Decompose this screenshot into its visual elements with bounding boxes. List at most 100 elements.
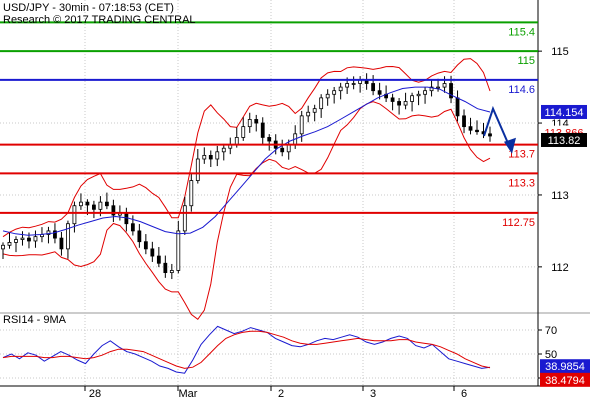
candle-body [468, 126, 473, 131]
candle-body [33, 236, 38, 242]
rsi-series-1 [2, 330, 491, 369]
rsi-box-rsi_ma [540, 372, 590, 387]
level-label: 112.75 [502, 217, 535, 229]
forecast-arrow [483, 105, 516, 154]
level-label: 115.4 [508, 26, 535, 38]
time-axis: 28 Mar 2 3 6 [84, 386, 467, 400]
candle-body [208, 155, 213, 160]
candle-body [429, 86, 434, 92]
candle-body [195, 158, 200, 181]
candle-body [377, 90, 382, 95]
level-112-75[interactable]: 112.75 [0, 211, 538, 229]
rsi-title: RSI14 - 9MA [3, 314, 66, 326]
price-box-last_price [541, 132, 587, 147]
rsi-series-0 [2, 325, 491, 374]
level-label: 115 [517, 55, 535, 67]
candle-body [332, 90, 337, 95]
price-box-label: 114.154 [545, 107, 584, 119]
candle-body [72, 205, 77, 225]
time-tick-label: 3 [370, 388, 376, 400]
candle-body [260, 122, 265, 138]
candle-body [345, 83, 350, 88]
candle-body [169, 270, 174, 274]
candle-body [371, 83, 376, 92]
candle-body [59, 237, 64, 250]
candle-body [436, 86, 440, 89]
candle-body [247, 119, 252, 128]
candle-body [475, 129, 479, 133]
level-115[interactable]: 115 [0, 50, 538, 67]
candle-body [53, 230, 57, 239]
candle-body [156, 255, 161, 264]
candle-body [130, 223, 135, 232]
price-tick-label: 115 [551, 46, 569, 58]
candle-body [299, 115, 304, 135]
candle-body [150, 248, 155, 257]
candle-body [325, 93, 330, 99]
candle-body [449, 83, 453, 99]
candle-body [416, 93, 421, 97]
candle-body [111, 205, 116, 216]
candle-body [182, 205, 187, 232]
candle-body [462, 115, 466, 128]
candle-body [85, 201, 90, 206]
candle-body [442, 83, 447, 88]
chart-title: USD/JPY - 30min - 07:18:53 (CET) [3, 2, 174, 14]
candle-body [202, 155, 207, 160]
level-115-4[interactable]: 115.4 [0, 21, 538, 38]
forecast-arrow-head [504, 137, 516, 154]
level-label: 113.7 [508, 149, 535, 161]
candle-body [176, 230, 181, 271]
support-resistance-levels[interactable]: 115.4 115 114.6 113.7 113.3 112.75 [0, 21, 538, 229]
candle-body [66, 223, 70, 250]
bollinger-upper [2, 58, 491, 238]
candle-body [455, 97, 460, 117]
moving-average [2, 86, 491, 236]
bollinger-lower [2, 101, 491, 321]
level-114-6[interactable]: 114.6 [0, 78, 538, 96]
candle-body [410, 95, 414, 102]
candle-body [46, 230, 51, 235]
candle-body [286, 144, 291, 153]
candle-body [403, 101, 408, 106]
time-tick-label: 6 [461, 388, 467, 400]
candle-body [397, 101, 401, 106]
grid [0, 0, 538, 386]
candle-body [488, 133, 492, 137]
rsi-box-label: 38.9854 [545, 361, 585, 373]
price-tick-label: 112 [551, 262, 569, 274]
candle-body [163, 262, 168, 274]
candle-body [104, 201, 109, 207]
rsi-lines [2, 325, 491, 374]
rsi-box-rsi [540, 359, 590, 374]
forecast-arrow-line [483, 105, 511, 149]
candle-body [20, 237, 25, 240]
time-tick-label: 2 [278, 388, 284, 400]
candle-body [306, 111, 311, 117]
rsi-tick-label: 70 [545, 325, 557, 337]
candle-body [7, 242, 12, 246]
price-tick-label: 113 [551, 190, 569, 202]
time-tick-label: Mar [179, 388, 198, 400]
level-113-3[interactable]: 113.3 [0, 172, 538, 189]
moving-average-line [2, 86, 491, 236]
level-label: 113.3 [508, 177, 535, 189]
candle-body [234, 137, 239, 146]
candle-body [221, 147, 226, 153]
candle-body [241, 126, 246, 138]
candle-body [319, 97, 324, 110]
price-box-moving_average [541, 104, 587, 119]
candle-body [92, 204, 96, 210]
candle-body [267, 137, 272, 142]
candle-body [27, 237, 31, 242]
time-tick-label: 28 [89, 388, 101, 400]
candle-body [312, 108, 317, 113]
level-113-7[interactable]: 113.7 [0, 143, 538, 161]
bollinger-bands [2, 58, 491, 321]
candlesticks [1, 73, 492, 280]
candle-body [1, 244, 5, 250]
candle-body [189, 180, 194, 207]
